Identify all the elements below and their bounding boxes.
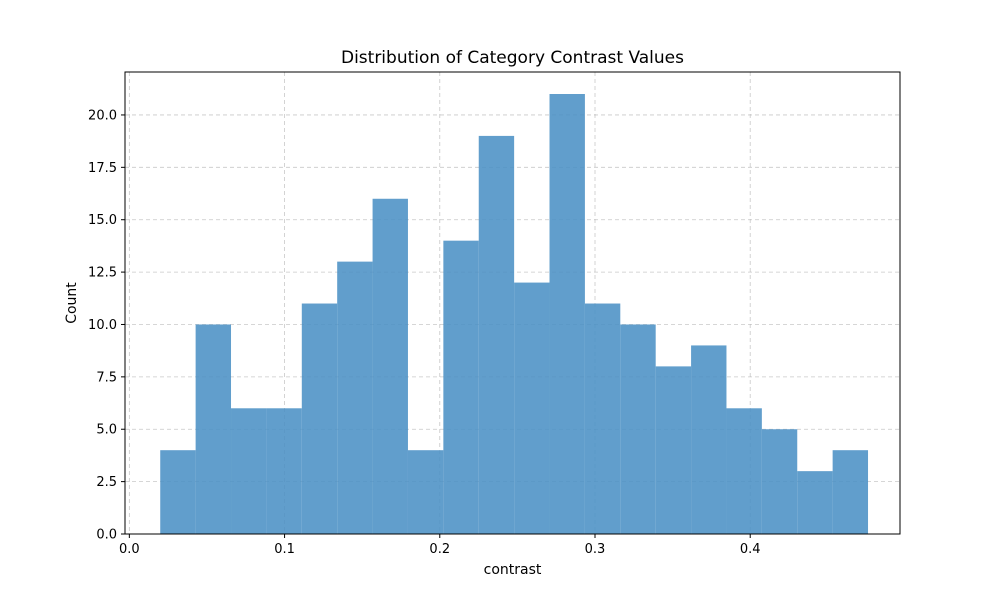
chart-title: Distribution of Category Contrast Values [341, 48, 684, 68]
y-tick-label: 17.5 [88, 161, 117, 176]
y-tick-label: 5.0 [96, 423, 117, 438]
histogram-bar [301, 303, 338, 534]
histogram-bar [195, 324, 232, 534]
y-tick-label: 10.0 [88, 318, 117, 333]
y-tick-label: 15.0 [88, 213, 117, 228]
histogram-bar [407, 450, 444, 534]
x-tick-label: 0.1 [274, 542, 295, 557]
histogram-bar [478, 135, 515, 534]
y-tick-label: 0.0 [96, 528, 117, 543]
histogram-bar [160, 450, 196, 534]
histogram-bar [266, 408, 302, 534]
histogram-bar [726, 408, 762, 534]
histogram-bars [160, 94, 869, 534]
histogram-bar [620, 324, 656, 534]
histogram-bar [231, 408, 267, 534]
histogram-bar [372, 198, 408, 534]
x-tick-label: 0.4 [740, 542, 761, 557]
histogram-bar [337, 261, 373, 534]
histogram-bar [549, 94, 585, 534]
axis-ticks: 0.0 0.1 0.2 0.3 0.4 0.0 2.5 5.0 7.5 10.0 12.5 15.0 1… [88, 108, 761, 557]
histogram-bar [443, 240, 479, 534]
y-tick-label: 20.0 [88, 108, 117, 123]
x-tick-label: 0.3 [585, 542, 606, 557]
histogram-bar [691, 345, 727, 534]
x-tick-label: 0.2 [429, 542, 450, 557]
histogram-bar [584, 303, 621, 534]
y-tick-label: 7.5 [96, 370, 117, 385]
x-axis-title: contrast [484, 562, 542, 578]
y-tick-label: 2.5 [96, 475, 117, 490]
histogram-bar [514, 282, 550, 534]
histogram-bar [797, 471, 833, 534]
histogram-bar [832, 450, 869, 534]
y-tick-label: 12.5 [88, 266, 117, 281]
y-axis-title: Count [64, 282, 80, 324]
histogram-bar [761, 429, 798, 534]
histogram-bar [655, 366, 692, 534]
plot-frame [124, 71, 901, 535]
x-tick-label: 0.0 [119, 542, 140, 557]
